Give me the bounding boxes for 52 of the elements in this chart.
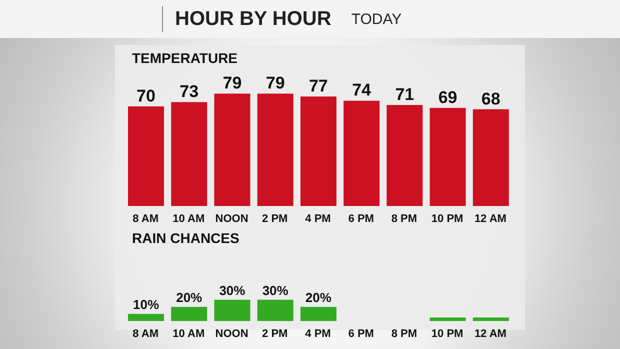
x-tick-label: 10 PM	[431, 212, 464, 225]
bar	[171, 102, 208, 206]
data-label: 74	[352, 80, 372, 100]
bar	[344, 100, 380, 206]
x-tick-label: 4 PM	[305, 328, 331, 340]
x-tick-label: 8 PM	[391, 212, 418, 225]
bar	[257, 300, 294, 321]
bar	[300, 96, 336, 206]
x-tick-label: 2 PM	[262, 212, 288, 225]
x-tick-label: 12 AM	[474, 328, 506, 340]
data-label: 68	[481, 89, 500, 108]
bar	[128, 314, 164, 321]
data-label: 77	[308, 76, 328, 96]
data-label: 73	[180, 82, 199, 102]
x-tick-label: 8 PM	[391, 328, 418, 340]
x-tick-label: 8 AM	[132, 328, 158, 340]
bar	[300, 306, 336, 321]
data-label: 30%	[219, 282, 246, 298]
x-tick-label: NOON	[215, 212, 248, 225]
bar	[472, 109, 509, 206]
x-tick-label: 10 AM	[172, 212, 205, 225]
chart-title: RAIN CHANCES	[132, 230, 240, 246]
bar	[214, 94, 250, 206]
data-label: 71	[395, 85, 414, 104]
bar	[171, 306, 208, 321]
x-tick-label: NOON	[215, 328, 248, 340]
data-label: 69	[438, 88, 458, 107]
text: HOUR BY HOUR	[175, 8, 332, 30]
data-label: 70	[136, 86, 156, 106]
text: TODAY	[351, 10, 402, 28]
x-tick-label: 6 PM	[348, 212, 374, 225]
bar	[257, 94, 294, 206]
bar	[128, 106, 164, 206]
data-label: 10%	[132, 296, 160, 312]
data-label: 79	[266, 74, 285, 93]
x-tick-label: 8 AM	[132, 212, 158, 225]
chart-title: TEMPERATURE	[132, 50, 239, 66]
data-label: 20%	[176, 290, 203, 305]
x-tick-label: 2 PM	[262, 328, 288, 340]
bar	[472, 317, 509, 321]
data-label: 20%	[305, 290, 332, 305]
bar	[430, 317, 466, 321]
data-label: 30%	[262, 282, 289, 298]
data-label: 79	[222, 74, 242, 93]
x-tick-label: 12 AM	[474, 212, 506, 225]
x-tick-label: 10 PM	[431, 328, 464, 340]
x-tick-label: 6 PM	[348, 328, 374, 340]
bar	[386, 105, 423, 206]
x-tick-label: 4 PM	[305, 212, 331, 225]
bar	[214, 300, 250, 321]
x-tick-label: 10 AM	[172, 328, 205, 340]
bar	[430, 108, 466, 206]
